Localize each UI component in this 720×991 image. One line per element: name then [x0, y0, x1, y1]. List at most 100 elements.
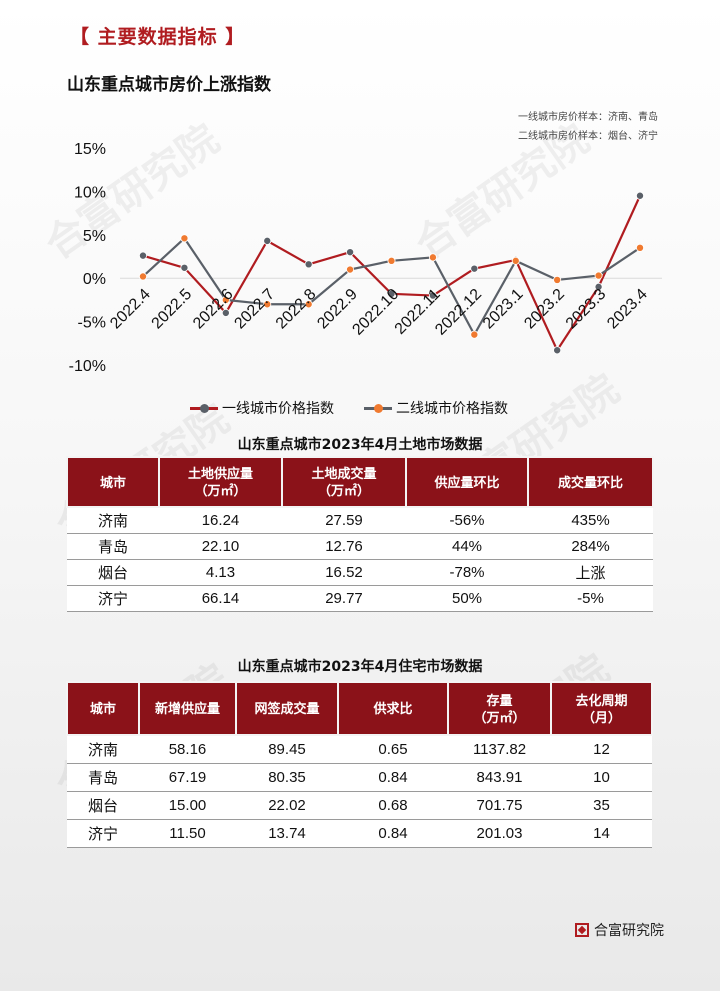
land-header-0: 城市	[66, 456, 160, 508]
housing-cell: 15.00	[139, 791, 236, 820]
x-tick-label: 2022.6	[190, 286, 237, 333]
land-cell: 12.76	[282, 533, 406, 560]
data-point-series2	[387, 256, 396, 265]
y-tick-label: 0%	[83, 271, 106, 288]
land-cell: 27.59	[282, 507, 406, 534]
land-cell: 济宁	[67, 585, 159, 612]
legend-swatch-tier2	[364, 403, 392, 413]
housing-cell: 1137.82	[448, 735, 551, 764]
land-header-3: 供应量环比	[405, 456, 529, 508]
data-point-series1	[428, 291, 437, 300]
housing-header-4: 存量 （万㎡）	[447, 681, 552, 736]
land-market-table: 城市 土地供应量 （万㎡） 土地成交量 （万㎡） 供应量环比 成交量环比 济南 16.24…	[66, 456, 654, 612]
data-point-series1	[470, 264, 479, 273]
legend-item-tier2: 二线城市价格指数	[364, 398, 508, 418]
housing-cell: 67.19	[139, 763, 236, 792]
legend-label-tier2: 二线城市价格指数	[396, 401, 508, 417]
land-header-2: 土地成交量 （万㎡）	[281, 456, 407, 508]
data-point-series2	[346, 265, 355, 274]
data-point-series2	[636, 243, 645, 252]
land-cell: 青岛	[67, 533, 159, 560]
housing-header-3: 供求比	[337, 681, 449, 736]
housing-cell: 0.65	[338, 735, 448, 764]
data-point-series1	[636, 191, 645, 200]
data-point-series1	[221, 308, 230, 317]
data-point-series2	[138, 272, 147, 281]
data-point-series2	[553, 275, 562, 284]
land-table-title: 山东重点城市2023年4月土地市场数据	[237, 437, 483, 453]
housing-cell: 11.50	[139, 819, 236, 848]
x-tick-label: 2023.4	[604, 286, 651, 333]
section-title: 【 主要数据指标 】	[70, 26, 246, 48]
housing-cell: 58.16	[139, 735, 236, 764]
housing-cell: 12	[551, 735, 652, 764]
data-point-series1	[346, 248, 355, 257]
land-cell: 29.77	[282, 585, 406, 612]
housing-cell: 0.84	[338, 819, 448, 848]
housing-header-5: 去化周期 （月）	[550, 681, 653, 736]
land-cell: 烟台	[67, 559, 159, 586]
land-cell: -56%	[406, 507, 528, 534]
housing-cell: 0.84	[338, 763, 448, 792]
housing-cell: 22.02	[236, 791, 338, 820]
data-point-series1	[180, 263, 189, 272]
x-tick-label: 2022.8	[273, 286, 320, 333]
note-tier1-sample: 一线城市房价样本：济南、青岛	[518, 112, 658, 123]
housing-market-table: 城市 新增供应量 网签成交量 供求比 存量 （万㎡） 去化周期 （月） 济南 58.16 89…	[66, 681, 653, 848]
data-point-series1	[594, 282, 603, 291]
y-tick-label: 5%	[83, 228, 106, 245]
y-tick-label: 15%	[74, 141, 106, 158]
housing-cell: 济南	[67, 735, 139, 764]
x-tick-label: 2023.1	[480, 286, 527, 333]
land-cell: 435%	[528, 507, 653, 534]
table-row: 济南 16.24 27.59 -56% 435%	[67, 507, 653, 534]
land-cell: 济南	[67, 507, 159, 534]
data-point-series1	[138, 251, 147, 260]
land-header-4: 成交量环比	[527, 456, 654, 508]
table-row: 青岛 67.19 80.35 0.84 843.91 10	[67, 763, 652, 792]
brand-logo-icon	[575, 923, 589, 937]
x-tick-label: 2022.4	[107, 286, 154, 333]
land-cell: 284%	[528, 533, 653, 560]
land-cell: 上涨	[528, 559, 653, 586]
legend-swatch-tier1	[190, 403, 218, 413]
housing-cell: 14	[551, 819, 652, 848]
housing-header-2: 网签成交量	[235, 681, 339, 736]
land-cell: 4.13	[159, 559, 282, 586]
y-tick-label: 10%	[74, 184, 106, 201]
table-row: 济南 58.16 89.45 0.65 1137.82 12	[67, 735, 652, 764]
y-tick-label: -5%	[78, 315, 106, 332]
data-point-series2	[180, 234, 189, 243]
data-point-series1	[553, 346, 562, 355]
housing-cell: 0.68	[338, 791, 448, 820]
housing-cell: 843.91	[448, 763, 551, 792]
data-point-series1	[263, 236, 272, 245]
y-tick-label: -10%	[69, 358, 106, 375]
legend-label-tier1: 一线城市价格指数	[222, 401, 334, 417]
housing-header-0: 城市	[66, 681, 140, 736]
chart-title: 山东重点城市房价上涨指数	[67, 75, 271, 95]
x-tick-label: 2022.5	[149, 286, 196, 333]
housing-table-title: 山东重点城市2023年4月住宅市场数据	[237, 659, 483, 675]
housing-cell: 201.03	[448, 819, 551, 848]
data-point-series2	[304, 300, 313, 309]
chart-legend: 一线城市价格指数 二线城市价格指数	[190, 398, 590, 418]
data-point-series1	[304, 260, 313, 269]
table-row: 烟台 4.13 16.52 -78% 上涨	[67, 559, 653, 586]
land-cell: 44%	[406, 533, 528, 560]
data-point-series2	[263, 300, 272, 309]
land-cell: 50%	[406, 585, 528, 612]
housing-cell: 青岛	[67, 763, 139, 792]
x-tick-label: 2022.10	[349, 286, 402, 339]
land-cell: -5%	[528, 585, 653, 612]
data-point-series2	[594, 271, 603, 280]
data-point-series2	[428, 253, 437, 262]
data-point-series2	[511, 256, 520, 265]
housing-header-1: 新增供应量	[138, 681, 237, 736]
data-point-series2	[221, 295, 230, 304]
note-tier2-sample: 二线城市房价样本：烟台、济宁	[518, 131, 658, 142]
housing-cell: 701.75	[448, 791, 551, 820]
housing-cell: 烟台	[67, 791, 139, 820]
land-cell: -78%	[406, 559, 528, 586]
